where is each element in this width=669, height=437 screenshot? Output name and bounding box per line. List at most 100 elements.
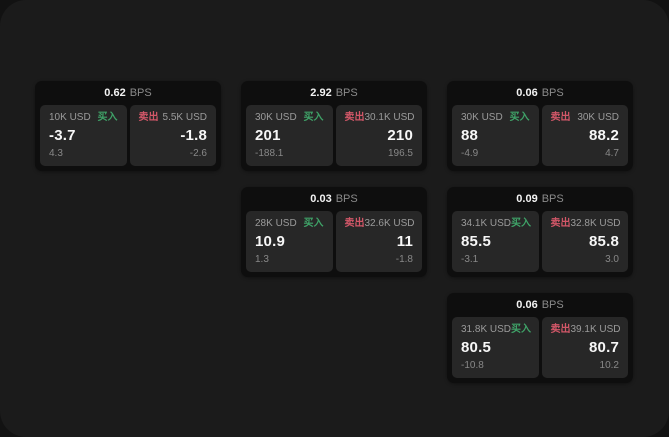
buy-change: -3.1 bbox=[461, 254, 479, 265]
buy-panel[interactable]: 30K USD 买入 201 -188.1 bbox=[246, 105, 333, 166]
buy-change: -4.9 bbox=[461, 148, 479, 159]
panels: 10K USD 买入 -3.7 4.3 卖出 5.5K USD -1.8 -2.… bbox=[35, 105, 221, 171]
panels: 28K USD 买入 10.9 1.3 卖出 32.6K USD 11 -1.8 bbox=[241, 211, 427, 277]
buy-panel-top: 31.8K USD 买入 bbox=[461, 324, 532, 336]
quote-card: 0.62 BPS 10K USD 买入 -3.7 4.3 卖出 5.5K USD… bbox=[35, 81, 221, 171]
buy-label: 买入 bbox=[303, 218, 324, 229]
quote-card-grid: 0.62 BPS 10K USD 买入 -3.7 4.3 卖出 5.5K USD… bbox=[35, 81, 633, 383]
buy-amount: 30K USD bbox=[255, 112, 297, 123]
buy-amount: 28K USD bbox=[255, 218, 297, 229]
buy-label: 买入 bbox=[511, 324, 532, 335]
sell-panel[interactable]: 卖出 32.6K USD 11 -1.8 bbox=[335, 211, 422, 272]
sell-panel[interactable]: 卖出 5.5K USD -1.8 -2.6 bbox=[129, 105, 216, 166]
sell-change: 10.2 bbox=[599, 360, 619, 371]
buy-label: 买入 bbox=[303, 112, 324, 123]
sell-change: -2.6 bbox=[189, 148, 207, 159]
bps-value: 0.62 bbox=[104, 87, 126, 99]
sell-change: -1.8 bbox=[395, 254, 413, 265]
buy-price: 201 bbox=[255, 127, 281, 144]
sell-label: 卖出 bbox=[344, 112, 365, 123]
sell-price: 80.7 bbox=[589, 339, 619, 356]
sell-panel-top: 卖出 5.5K USD bbox=[139, 112, 208, 124]
bps-unit: BPS bbox=[541, 87, 564, 99]
sell-price: 85.8 bbox=[589, 233, 619, 250]
sell-price: 210 bbox=[387, 127, 413, 144]
bps-value: 0.09 bbox=[516, 193, 538, 205]
buy-price: 85.5 bbox=[461, 233, 491, 250]
sell-panel[interactable]: 卖出 39.1K USD 80.7 10.2 bbox=[541, 317, 628, 378]
buy-panel-top: 30K USD 买入 bbox=[255, 112, 324, 124]
sell-panel-top: 卖出 30.1K USD bbox=[344, 112, 415, 124]
sell-price: 11 bbox=[396, 233, 413, 250]
panels: 30K USD 买入 201 -188.1 卖出 30.1K USD 210 1… bbox=[241, 105, 427, 171]
panels: 31.8K USD 买入 80.5 -10.8 卖出 39.1K USD 80.… bbox=[447, 317, 633, 383]
buy-price: 10.9 bbox=[255, 233, 285, 250]
buy-label: 买入 bbox=[97, 112, 118, 123]
buy-panel-top: 28K USD 买入 bbox=[255, 218, 324, 230]
bps-value: 0.03 bbox=[310, 193, 332, 205]
bps-unit: BPS bbox=[541, 193, 564, 205]
bps-unit: BPS bbox=[335, 87, 358, 99]
bps-header: 0.09 BPS bbox=[447, 187, 633, 211]
sell-panel[interactable]: 卖出 30.1K USD 210 196.5 bbox=[335, 105, 422, 166]
buy-panel[interactable]: 31.8K USD 买入 80.5 -10.8 bbox=[452, 317, 539, 378]
sell-amount: 30.1K USD bbox=[364, 112, 415, 123]
buy-panel[interactable]: 34.1K USD 买入 85.5 -3.1 bbox=[452, 211, 539, 272]
sell-panel-top: 卖出 39.1K USD bbox=[550, 324, 621, 336]
bps-header: 0.06 BPS bbox=[447, 81, 633, 105]
sell-panel-top: 卖出 32.8K USD bbox=[550, 218, 621, 230]
sell-change: 4.7 bbox=[605, 148, 619, 159]
sell-label: 卖出 bbox=[138, 112, 159, 123]
sell-amount: 5.5K USD bbox=[162, 112, 207, 123]
bps-unit: BPS bbox=[335, 193, 358, 205]
bps-header: 2.92 BPS bbox=[241, 81, 427, 105]
sell-label: 卖出 bbox=[550, 112, 571, 123]
sell-panel[interactable]: 卖出 30K USD 88.2 4.7 bbox=[541, 105, 628, 166]
sell-change: 196.5 bbox=[387, 148, 413, 159]
buy-label: 买入 bbox=[509, 112, 530, 123]
sell-panel-top: 卖出 32.6K USD bbox=[344, 218, 415, 230]
buy-amount: 30K USD bbox=[461, 112, 503, 123]
quote-card: 2.92 BPS 30K USD 买入 201 -188.1 卖出 30.1K … bbox=[241, 81, 427, 171]
buy-label: 买入 bbox=[511, 218, 532, 229]
buy-change: 1.3 bbox=[255, 254, 269, 265]
sell-price: 88.2 bbox=[589, 127, 619, 144]
sell-panel-top: 卖出 30K USD bbox=[551, 112, 620, 124]
bps-header: 0.62 BPS bbox=[35, 81, 221, 105]
bps-header: 0.06 BPS bbox=[447, 293, 633, 317]
bps-unit: BPS bbox=[541, 299, 564, 311]
buy-amount: 34.1K USD bbox=[461, 218, 512, 229]
buy-change: -188.1 bbox=[255, 148, 284, 159]
buy-panel[interactable]: 10K USD 买入 -3.7 4.3 bbox=[40, 105, 127, 166]
sell-amount: 39.1K USD bbox=[570, 324, 621, 335]
panels: 30K USD 买入 88 -4.9 卖出 30K USD 88.2 4.7 bbox=[447, 105, 633, 171]
buy-price: 80.5 bbox=[461, 339, 491, 356]
sell-label: 卖出 bbox=[550, 324, 571, 335]
buy-change: 4.3 bbox=[49, 148, 63, 159]
buy-price: -3.7 bbox=[49, 127, 76, 144]
quote-card: 0.03 BPS 28K USD 买入 10.9 1.3 卖出 32.6K US… bbox=[241, 187, 427, 277]
buy-amount: 31.8K USD bbox=[461, 324, 512, 335]
quote-card: 0.06 BPS 31.8K USD 买入 80.5 -10.8 卖出 39.1… bbox=[447, 293, 633, 383]
sell-label: 卖出 bbox=[550, 218, 571, 229]
sell-amount: 32.8K USD bbox=[570, 218, 621, 229]
buy-change: -10.8 bbox=[461, 360, 484, 371]
bps-value: 0.06 bbox=[516, 299, 538, 311]
panels: 34.1K USD 买入 85.5 -3.1 卖出 32.8K USD 85.8… bbox=[447, 211, 633, 277]
sell-label: 卖出 bbox=[344, 218, 365, 229]
sell-amount: 30K USD bbox=[577, 112, 619, 123]
buy-price: 88 bbox=[461, 127, 479, 144]
sell-amount: 32.6K USD bbox=[364, 218, 415, 229]
sell-panel[interactable]: 卖出 32.8K USD 85.8 3.0 bbox=[541, 211, 628, 272]
buy-panel-top: 30K USD 买入 bbox=[461, 112, 530, 124]
bps-value: 2.92 bbox=[310, 87, 332, 99]
buy-panel[interactable]: 28K USD 买入 10.9 1.3 bbox=[246, 211, 333, 272]
buy-panel-top: 34.1K USD 买入 bbox=[461, 218, 532, 230]
bps-header: 0.03 BPS bbox=[241, 187, 427, 211]
buy-amount: 10K USD bbox=[49, 112, 91, 123]
quote-card: 0.06 BPS 30K USD 买入 88 -4.9 卖出 30K USD 8… bbox=[447, 81, 633, 171]
bps-unit: BPS bbox=[129, 87, 152, 99]
buy-panel-top: 10K USD 买入 bbox=[49, 112, 118, 124]
bps-value: 0.06 bbox=[516, 87, 538, 99]
buy-panel[interactable]: 30K USD 买入 88 -4.9 bbox=[452, 105, 539, 166]
